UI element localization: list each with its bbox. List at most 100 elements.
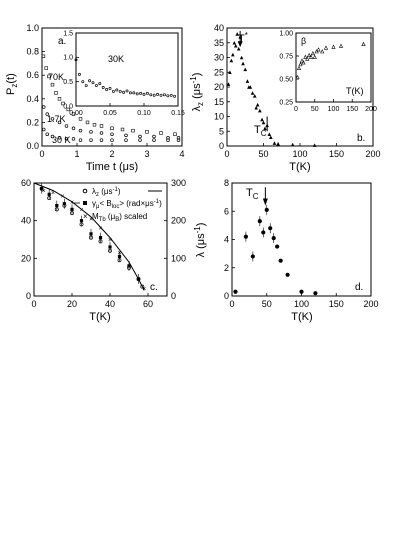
- panel-b-inset-xtick-label: 0: [294, 106, 298, 113]
- panel-b-inset-point: [316, 47, 321, 52]
- panel-a-point: [176, 138, 181, 142]
- panel-a-point: [89, 130, 93, 134]
- panel-a-inset-point: [101, 86, 105, 89]
- panel-a-point: [47, 74, 51, 79]
- panel-a-inset-ytick-label: 0.0: [63, 103, 73, 110]
- panel-b-inset-point: [323, 45, 329, 50]
- panel-a-inset-point: [162, 93, 166, 97]
- panel-a-inset-point: [139, 91, 143, 95]
- panel-b-ytick-label: 5: [219, 126, 224, 136]
- panel-b-point: [267, 132, 272, 136]
- panel-d-point: [261, 230, 266, 235]
- panel-b-point: [312, 143, 317, 147]
- panel-a-ytick-label: 0.2: [26, 117, 39, 127]
- panel-a-point: [66, 107, 70, 112]
- panel-a-point: [99, 138, 104, 142]
- panel-a-point: [124, 133, 128, 138]
- panel-c-point: [117, 254, 122, 259]
- panel-b-ytick-label: 15: [214, 97, 224, 107]
- panel-b-point: [226, 82, 231, 86]
- panel-a-point: [57, 135, 62, 140]
- panel-a-inset-point: [105, 88, 109, 91]
- panel-a-point: [41, 105, 46, 109]
- panel-a-point: [78, 128, 83, 133]
- panel-a-inset-point: [169, 93, 173, 97]
- panel-c-xlabel: T(K): [89, 311, 110, 323]
- panel-a-xtick-label: 4: [179, 149, 184, 159]
- panel-b-inset-xlabel: T(K): [346, 86, 364, 96]
- panel-a-point: [138, 134, 142, 139]
- panel-c-point: [98, 236, 103, 240]
- panel-d-point: [299, 289, 304, 294]
- panel-a-point: [61, 101, 65, 106]
- panel-a-point: [45, 132, 49, 136]
- panel-b-label: b.: [357, 133, 365, 144]
- panel-a-inset-point: [128, 91, 132, 95]
- panel-a-inset-ytick-label: 1.5: [63, 30, 73, 37]
- panel-a-inset-ytick-label: 1.0: [63, 55, 73, 62]
- panel-a-point: [120, 127, 125, 132]
- panel-c-point: [127, 264, 131, 268]
- panel-a-inset-point: [118, 89, 122, 93]
- panel-b-inset-point: [338, 43, 344, 48]
- panel-a-inset-point: [91, 81, 95, 85]
- panel-b-inset-point: [298, 62, 303, 67]
- panel-a: 0 1 2 3 4 0.0 0.2 0.4 0.6 0.8 1.0 a. 70K 1.7K 30 K…: [5, 23, 185, 173]
- panel-b-inset-xtick-label: 100: [328, 106, 340, 113]
- panel-a-inset-point: [108, 87, 112, 90]
- series-label-30k: 30 K: [52, 135, 71, 145]
- panel-a-inset-point: [159, 93, 163, 97]
- panel-b-point: [231, 52, 235, 57]
- panel-c-label: c.: [150, 282, 158, 293]
- panel-b-inset-ytick-label: 0.25: [279, 99, 293, 106]
- panel-a-point: [166, 138, 170, 142]
- panel-a-point: [50, 117, 55, 121]
- panel-a-xtick-label: 3: [144, 149, 149, 159]
- panel-c-xtick-label: 60: [143, 299, 153, 309]
- panel-d-point: [313, 291, 318, 296]
- panel-b-point: [235, 32, 240, 36]
- panel-b-point: [233, 43, 238, 48]
- panel-b-point: [258, 108, 262, 113]
- panel-a-point: [99, 131, 104, 135]
- panel-a-inset-point: [115, 88, 119, 92]
- panel-a-point: [41, 54, 46, 59]
- panel-c-xtick-label: 40: [105, 299, 115, 309]
- panel-b-ylabel: λz (μs-1): [189, 73, 205, 112]
- panel-d-point: [271, 235, 276, 241]
- panel-a-ytick-label: 0.8: [26, 47, 39, 57]
- panel-c-point: [55, 204, 59, 208]
- panel-b-point: [261, 120, 266, 125]
- panel-a-point: [50, 134, 55, 139]
- legend-label-mtb: MTb (μB) scaled: [92, 212, 147, 223]
- panel-a-inset-xtick-label: 0.15: [171, 110, 185, 117]
- panel-b-point: [241, 61, 245, 66]
- panel-b-point: [232, 40, 237, 45]
- panel-b-ytick-label: 40: [214, 23, 224, 33]
- panel-b-point: [276, 141, 280, 146]
- panel-a-xtick-label: 2: [109, 149, 114, 159]
- panel-d-point: [285, 272, 290, 277]
- panel-b-inset-point: [303, 54, 308, 59]
- panel-a-point: [138, 138, 142, 142]
- legend-label-gamma: γμ< Bloc> (rad×μs-1): [92, 199, 162, 210]
- annotation-tc-d: TC: [246, 187, 259, 201]
- panel-b-xtick-label: 0: [224, 149, 229, 159]
- panel-a-point: [45, 112, 49, 116]
- panel-a-xtick-label: 0: [39, 149, 44, 159]
- panel-a-inset-label: 30K: [108, 54, 124, 64]
- panel-a-point: [57, 97, 62, 101]
- panel-a-inset-point: [122, 90, 126, 94]
- panel-c-point: [140, 284, 145, 289]
- panel-b-point: [269, 135, 273, 139]
- panel-a-point: [54, 91, 58, 95]
- panel-b-xtick-label: 150: [329, 149, 344, 159]
- panel-a-point: [85, 120, 90, 125]
- panel-b-inset-ytick-label: 1.00: [279, 30, 293, 37]
- panel-a-point: [110, 126, 114, 131]
- panel-a-ytick-label: 0.6: [26, 70, 39, 80]
- panel-a-point: [71, 137, 76, 141]
- panel-a-inset-point: [173, 94, 177, 98]
- panel-c-y2tick-label: 200: [171, 216, 186, 226]
- panel-c-xtick-label: 0: [31, 299, 36, 309]
